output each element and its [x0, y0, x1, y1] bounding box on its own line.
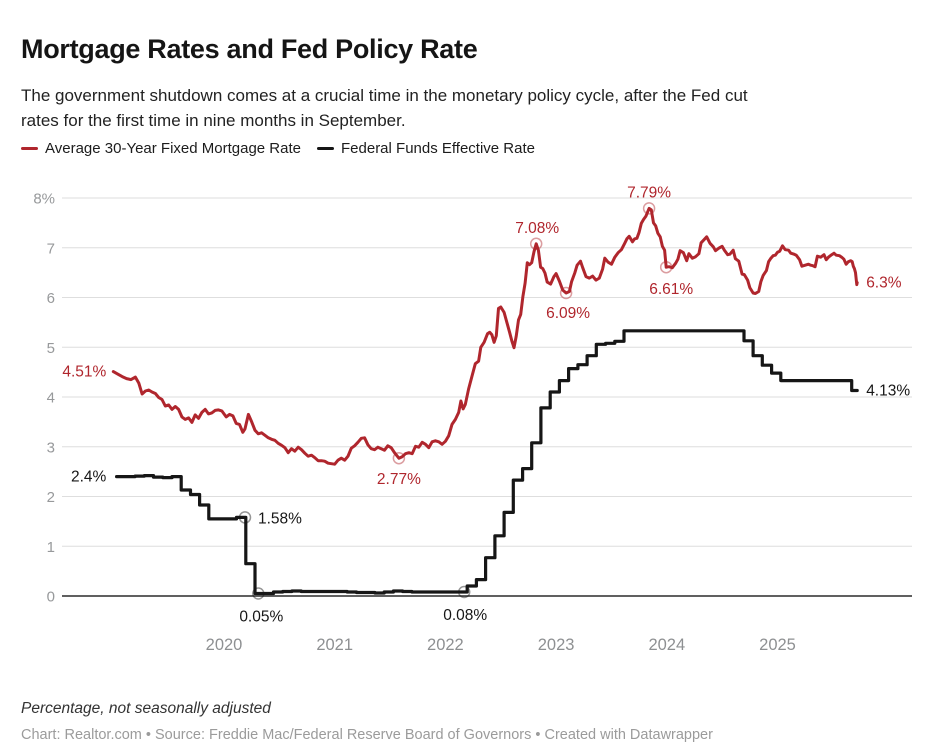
- y-tick-label: 6: [47, 290, 55, 307]
- annotation-label: 2.77%: [377, 471, 421, 488]
- y-tick-label: 1: [47, 539, 55, 556]
- x-tick-label: 2024: [648, 636, 685, 654]
- legend-label: Federal Funds Effective Rate: [341, 140, 535, 157]
- annotation-label: 2.4%: [71, 469, 107, 486]
- x-tick-label: 2020: [206, 636, 243, 654]
- page-title: Mortgage Rates and Fed Policy Rate: [21, 34, 478, 65]
- credit-line: Chart: Realtor.com • Source: Freddie Mac…: [21, 726, 713, 743]
- x-tick-label: 2023: [538, 636, 575, 654]
- legend-swatch-icon: [317, 146, 334, 151]
- y-tick-label: 8%: [33, 191, 55, 208]
- legend-swatch-icon: [21, 146, 38, 151]
- annotation-marker: [457, 585, 471, 599]
- annotation-label: 7.08%: [515, 220, 559, 237]
- annotation-label: 7.79%: [627, 184, 671, 201]
- axis-unit-note: Percentage, not seasonally adjusted: [21, 699, 271, 717]
- legend-label: Average 30-Year Fixed Mortgage Rate: [45, 140, 301, 157]
- x-tick-label: 2022: [427, 636, 464, 654]
- legend-item-1: Federal Funds Effective Rate: [317, 140, 535, 157]
- annotation-marker: [238, 511, 252, 524]
- annotation-label: 4.13%: [866, 383, 910, 400]
- legend: Average 30-Year Fixed Mortgage Rate Feder…: [21, 140, 535, 157]
- y-tick-label: 4: [47, 390, 55, 407]
- series-line-mortgage: [111, 206, 859, 466]
- annotation-label: 1.58%: [258, 510, 302, 527]
- legend-item-0: Average 30-Year Fixed Mortgage Rate: [21, 140, 301, 157]
- annotation-marker: [529, 237, 543, 251]
- annotation-marker: [252, 587, 265, 600]
- y-tick-label: 3: [47, 439, 55, 456]
- annotation-label: 0.08%: [443, 607, 487, 624]
- y-tick-label: 7: [47, 240, 55, 257]
- y-tick-label: 2: [47, 489, 55, 506]
- annotation-label: 4.51%: [62, 364, 106, 381]
- annotation-label: 6.61%: [649, 281, 693, 298]
- annotation-marker: [559, 286, 573, 300]
- annotation-marker: [659, 260, 673, 274]
- x-tick-label: 2021: [316, 636, 353, 654]
- annotation-label: 6.3%: [866, 275, 902, 292]
- series-line-fed-funds: [115, 329, 859, 596]
- x-tick-label: 2025: [759, 636, 796, 654]
- annotation-label: 6.09%: [546, 305, 590, 322]
- annotation-marker: [642, 202, 656, 215]
- annotation-label: 0.05%: [239, 609, 283, 626]
- y-tick-label: 5: [47, 340, 55, 357]
- annotation-marker: [392, 451, 406, 465]
- chart-description: The government shutdown comes at a cruci…: [21, 86, 748, 130]
- y-tick-label: 0: [47, 589, 55, 606]
